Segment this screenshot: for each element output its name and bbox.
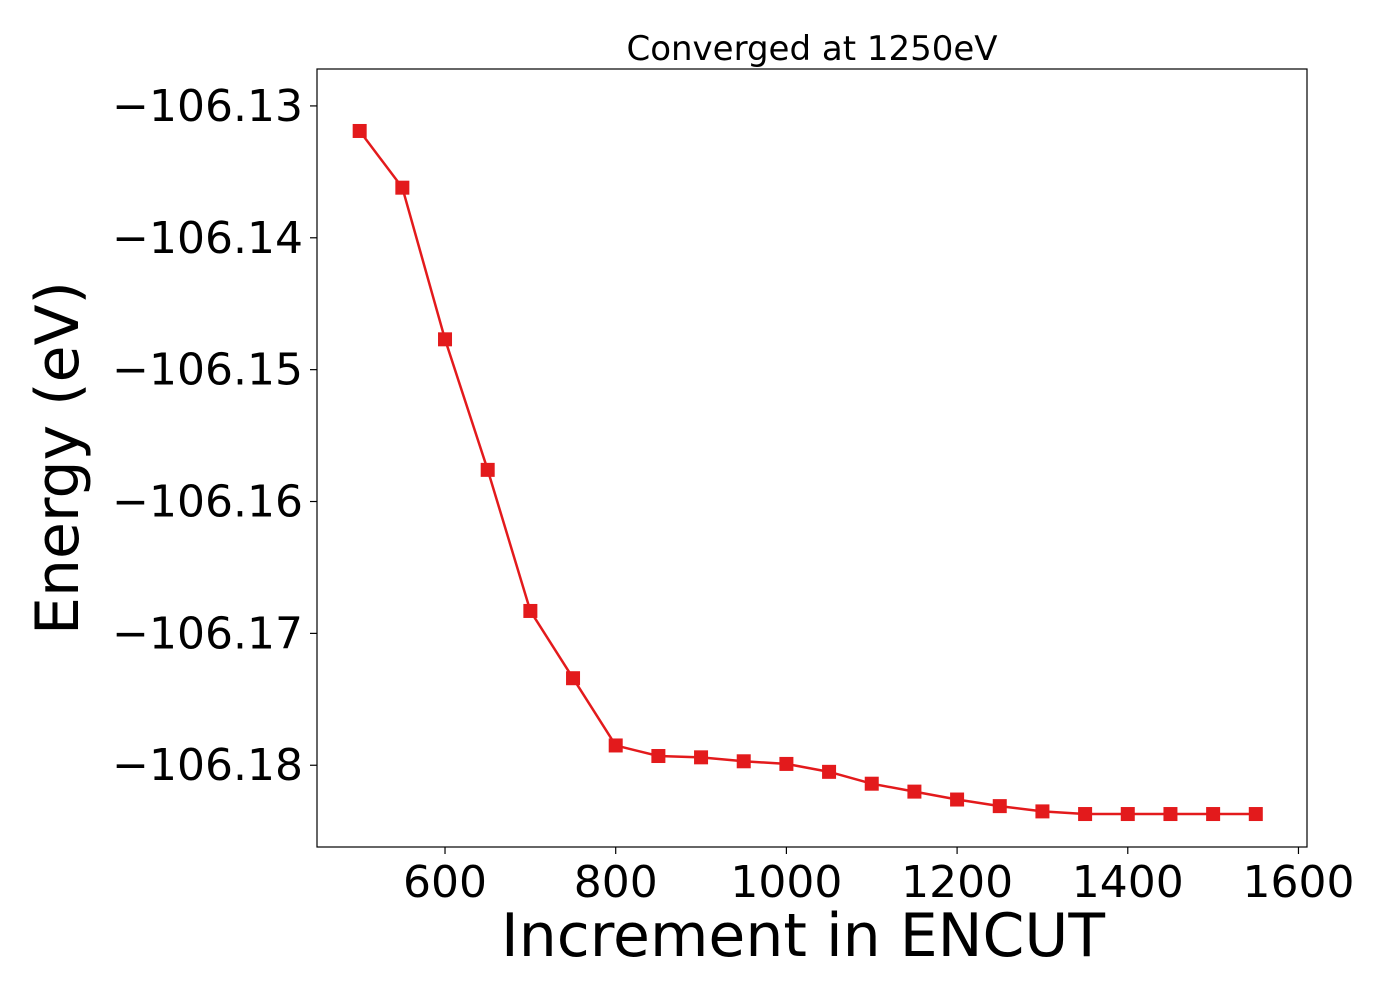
data-point <box>1248 807 1263 822</box>
data-point <box>1035 804 1050 819</box>
data-point <box>736 754 751 769</box>
x-tick-label: 1400 <box>1072 857 1184 908</box>
data-point <box>992 799 1007 814</box>
x-axis: 600 800 1000 1200 1400 1600 <box>403 847 1354 908</box>
series-energy <box>352 123 1263 822</box>
x-tick-label: 1200 <box>901 857 1013 908</box>
plot-area-frame <box>316 68 1308 848</box>
data-point <box>352 123 367 138</box>
x-tick-label: 1600 <box>1242 857 1354 908</box>
series-line <box>358 130 1256 816</box>
data-point <box>1078 807 1093 822</box>
data-point <box>566 671 581 686</box>
data-point <box>438 332 453 347</box>
y-tick-label: −106.16 <box>112 477 303 528</box>
x-axis-label: Increment in ENCUT <box>501 901 1105 971</box>
y-axis: −106.13 −106.14 −106.15 −106.16 −106.17 −106.… <box>112 81 317 791</box>
data-point <box>907 784 922 799</box>
y-tick-label: −106.15 <box>112 345 303 396</box>
data-point <box>395 180 410 195</box>
data-point <box>651 749 666 764</box>
data-point <box>822 764 837 779</box>
data-point <box>523 603 538 618</box>
y-tick-label: −106.17 <box>112 608 303 659</box>
x-tick-label: 1000 <box>730 857 842 908</box>
y-tick-label: −106.14 <box>112 213 303 264</box>
data-point <box>950 792 965 807</box>
y-axis-label: Energy (eV) <box>23 281 93 635</box>
y-tick-label: −106.13 <box>112 81 303 132</box>
y-tick-label: −106.18 <box>112 740 303 791</box>
data-point <box>480 462 495 477</box>
data-point <box>779 756 794 771</box>
data-point <box>1120 807 1135 822</box>
data-point <box>694 750 709 765</box>
x-tick-label: 600 <box>403 857 487 908</box>
x-tick-label: 800 <box>574 857 658 908</box>
chart-title: Converged at 1250eV <box>626 29 997 69</box>
data-point <box>608 738 623 753</box>
data-point <box>1206 807 1221 822</box>
data-point <box>1163 807 1178 822</box>
data-point <box>864 776 879 791</box>
